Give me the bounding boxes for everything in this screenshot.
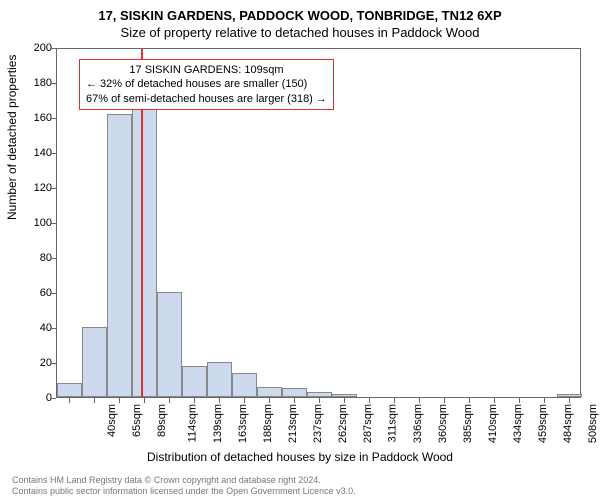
x-tick-mark: [219, 398, 220, 403]
y-tick-label: 60: [12, 287, 52, 299]
x-tick-mark: [494, 398, 495, 403]
y-tick-mark: [51, 188, 56, 189]
x-tick-mark: [169, 398, 170, 403]
x-tick-mark: [269, 398, 270, 403]
y-tick-mark: [51, 48, 56, 49]
histogram-bar: [82, 327, 107, 397]
x-tick-label: 459sqm: [537, 404, 549, 443]
x-tick-mark: [569, 398, 570, 403]
x-tick-label: 40sqm: [106, 404, 118, 437]
y-tick-mark: [51, 83, 56, 84]
x-tick-label: 434sqm: [512, 404, 524, 443]
x-tick-mark: [194, 398, 195, 403]
y-tick-mark: [51, 258, 56, 259]
y-tick-mark: [51, 363, 56, 364]
x-tick-label: 287sqm: [362, 404, 374, 443]
x-tick-label: 237sqm: [312, 404, 324, 443]
y-tick-label: 180: [12, 77, 52, 89]
x-tick-label: 311sqm: [386, 404, 398, 442]
histogram-bar: [332, 394, 357, 398]
x-axis-label: Distribution of detached houses by size …: [0, 450, 600, 464]
x-tick-label: 360sqm: [437, 404, 449, 443]
y-tick-label: 40: [12, 322, 52, 334]
x-tick-mark: [244, 398, 245, 403]
attribution: Contains HM Land Registry data © Crown c…: [12, 475, 356, 497]
x-tick-label: 385sqm: [462, 404, 474, 443]
attribution-line1: Contains HM Land Registry data © Crown c…: [12, 475, 356, 486]
plot-area: 17 SISKIN GARDENS: 109sqm← 32% of detach…: [56, 48, 581, 398]
histogram-bar: [307, 392, 332, 397]
histogram-bar: [132, 103, 157, 397]
y-tick-label: 80: [12, 252, 52, 264]
x-tick-mark: [419, 398, 420, 403]
x-tick-mark: [294, 398, 295, 403]
x-tick-mark: [519, 398, 520, 403]
x-tick-label: 508sqm: [587, 404, 599, 443]
x-tick-mark: [119, 398, 120, 403]
y-tick-mark: [51, 293, 56, 294]
callout-line3: 67% of semi-detached houses are larger (…: [86, 92, 327, 106]
x-tick-label: 213sqm: [287, 404, 299, 443]
histogram-bar: [207, 362, 232, 397]
x-tick-mark: [444, 398, 445, 403]
x-tick-label: 65sqm: [131, 404, 143, 437]
histogram-bar: [157, 292, 182, 397]
histogram-bar: [257, 387, 282, 398]
callout-box: 17 SISKIN GARDENS: 109sqm← 32% of detach…: [79, 59, 334, 110]
x-tick-label: 262sqm: [337, 404, 349, 443]
histogram-bar: [107, 114, 132, 398]
x-tick-mark: [344, 398, 345, 403]
x-tick-mark: [94, 398, 95, 403]
y-tick-label: 160: [12, 112, 52, 124]
x-tick-label: 114sqm: [186, 404, 198, 442]
y-tick-mark: [51, 118, 56, 119]
callout-line2: ← 32% of detached houses are smaller (15…: [86, 77, 327, 91]
chart-container: 17, SISKIN GARDENS, PADDOCK WOOD, TONBRI…: [0, 0, 600, 500]
histogram-bar: [557, 394, 582, 398]
histogram-bar: [282, 388, 307, 397]
y-tick-mark: [51, 223, 56, 224]
x-tick-label: 139sqm: [212, 404, 224, 443]
x-tick-label: 89sqm: [156, 404, 168, 437]
x-tick-mark: [469, 398, 470, 403]
x-tick-label: 410sqm: [487, 404, 499, 443]
y-tick-label: 200: [12, 42, 52, 54]
y-tick-mark: [51, 153, 56, 154]
y-tick-mark: [51, 328, 56, 329]
x-tick-label: 163sqm: [237, 404, 249, 443]
y-tick-label: 20: [12, 357, 52, 369]
x-tick-label: 484sqm: [562, 404, 574, 443]
callout-line1: 17 SISKIN GARDENS: 109sqm: [86, 63, 327, 77]
x-tick-mark: [319, 398, 320, 403]
histogram-bar: [182, 366, 207, 398]
chart-title-sub: Size of property relative to detached ho…: [0, 23, 600, 46]
x-tick-mark: [144, 398, 145, 403]
y-tick-label: 140: [12, 147, 52, 159]
x-tick-label: 188sqm: [262, 404, 274, 443]
y-tick-mark: [51, 398, 56, 399]
histogram-bar: [232, 373, 257, 398]
x-tick-mark: [394, 398, 395, 403]
y-tick-label: 120: [12, 182, 52, 194]
x-tick-mark: [69, 398, 70, 403]
attribution-line2: Contains public sector information licen…: [12, 486, 356, 497]
y-tick-label: 100: [12, 217, 52, 229]
y-tick-label: 0: [12, 392, 52, 404]
histogram-bar: [57, 383, 82, 397]
x-tick-label: 336sqm: [412, 404, 424, 443]
x-tick-mark: [369, 398, 370, 403]
chart-title-main: 17, SISKIN GARDENS, PADDOCK WOOD, TONBRI…: [0, 0, 600, 23]
x-tick-mark: [544, 398, 545, 403]
